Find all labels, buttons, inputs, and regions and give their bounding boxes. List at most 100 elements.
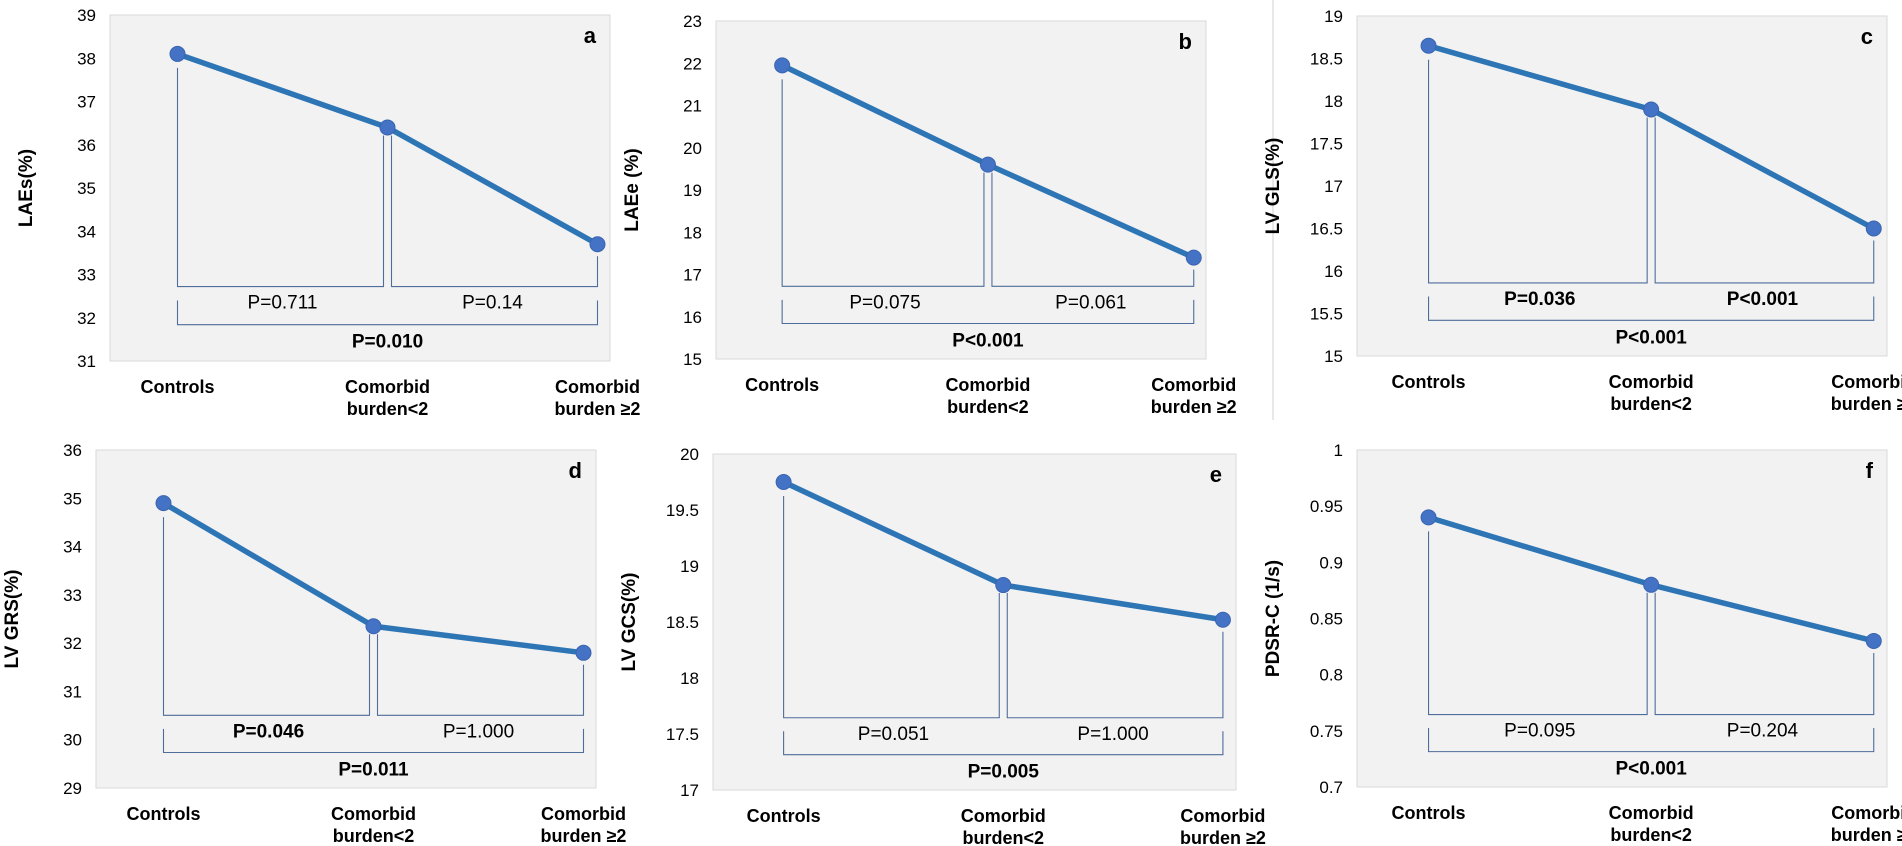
bracket-1 [1428, 59, 1648, 284]
data-point [169, 45, 186, 62]
y-tick-label: 20 [680, 445, 699, 464]
data-point [1643, 576, 1660, 593]
x-category-label: Comorbid [1609, 372, 1694, 392]
p-value-overall: P<0.001 [1615, 327, 1687, 348]
x-category-label: Comorbid [541, 804, 626, 824]
chart-panel-e: e 17 17.5 18 18.5 19 19.5 20 LV GCS(%) Controls Co… [619, 445, 1266, 846]
y-tick-label: 16 [1324, 262, 1343, 281]
panel-label: f [1866, 458, 1874, 483]
x-category-label: Controls [745, 375, 819, 395]
p-value-1: P=0.036 [1504, 289, 1575, 310]
y-tick-label: 15 [1324, 347, 1343, 366]
bracket-2 [1654, 592, 1875, 716]
bracket-1 [783, 496, 1000, 719]
data-point [775, 474, 792, 490]
x-category-label: Controls [1392, 372, 1466, 392]
bracket-overall [1428, 728, 1875, 753]
chart-panel-f: f 0.7 0.75 0.8 0.85 0.9 0.95 1 PDSR-C (1/s) Contr… [1263, 441, 1902, 845]
panel-label: a [584, 23, 597, 48]
data-point [1420, 509, 1437, 526]
y-axis-title: LV GRS(%) [2, 570, 23, 669]
y-tick-label: 38 [77, 49, 96, 68]
y-axis-title: LV GLS(%) [1263, 138, 1284, 235]
bracket-1 [176, 67, 385, 288]
y-tick-label: 36 [63, 441, 82, 460]
y-tick-label: 37 [77, 93, 96, 112]
y-axis-title: LAEs(%) [16, 149, 37, 227]
x-category-label: Controls [1392, 803, 1466, 823]
y-tick-label: 17 [683, 266, 702, 285]
x-category-label: burden ≥2 [1151, 397, 1237, 417]
y-tick-label: 36 [77, 136, 96, 155]
plot-area [712, 453, 1237, 791]
y-tick-label: 20 [683, 139, 702, 158]
y-tick-label: 18 [1324, 92, 1343, 111]
p-value-2: P=0.14 [462, 293, 523, 314]
plot-area [1356, 449, 1888, 788]
bracket-overall [162, 728, 585, 754]
p-value-overall: P=0.011 [338, 760, 409, 781]
y-tick-label: 33 [77, 266, 96, 285]
y-tick-label: 19 [680, 557, 699, 576]
y-tick-label: 0.9 [1319, 553, 1343, 572]
p-value-1: P=0.095 [1504, 721, 1575, 742]
x-category-label: Comorbid [1609, 803, 1694, 823]
x-category-label: Comorbid [345, 377, 430, 397]
x-category-label: burden ≥2 [555, 399, 641, 419]
panels: a 31 32 33 34 35 36 37 38 39 LAEs(%) Controls Comorb… [2, 6, 1902, 846]
panel-label: b [1179, 29, 1192, 54]
x-category-label: burden<2 [947, 397, 1029, 417]
p-value-1: P=0.051 [858, 724, 929, 745]
x-category-label: Comorbid [945, 375, 1030, 395]
data-point [379, 119, 396, 136]
bracket-overall [1428, 296, 1875, 321]
y-tick-label: 39 [77, 6, 96, 25]
data-point [1420, 37, 1437, 54]
y-tick-label: 15 [683, 350, 702, 369]
bracket-2 [390, 135, 599, 288]
p-value-overall: P=0.005 [968, 762, 1040, 783]
y-tick-label: 34 [77, 222, 96, 241]
y-tick-label: 19 [683, 181, 702, 200]
y-tick-label: 17 [1324, 177, 1343, 196]
y-tick-label: 0.8 [1319, 666, 1343, 685]
x-category-label: burden<2 [1610, 394, 1692, 414]
x-category-label: Comorbid [1831, 803, 1902, 823]
y-tick-label: 32 [77, 309, 96, 328]
p-value-overall: P=0.010 [352, 332, 423, 353]
y-tick-label: 18 [683, 223, 702, 242]
y-tick-label: 1 [1334, 441, 1343, 460]
p-value-1: P=0.711 [248, 293, 318, 314]
p-value-overall: P<0.001 [1615, 759, 1687, 780]
y-tick-label: 17.5 [666, 725, 699, 744]
bracket-2 [1006, 593, 1224, 719]
bracket-1 [162, 517, 371, 716]
x-category-label: burden ≥2 [1831, 825, 1902, 845]
p-value-overall: P<0.001 [952, 331, 1024, 352]
y-tick-label: 17.5 [1310, 135, 1343, 154]
x-category-label: burden ≥2 [1180, 828, 1266, 846]
y-tick-label: 31 [77, 352, 96, 371]
bracket-overall [783, 731, 1224, 756]
data-point [575, 644, 592, 661]
panel-label: d [569, 458, 582, 483]
x-category-label: burden<2 [1610, 825, 1692, 845]
p-value-1: P=0.046 [233, 721, 304, 742]
x-category-label: Controls [127, 804, 201, 824]
chart-panel-c: c 15 15.5 16 16.5 17 17.5 18 18.5 19 LV GLS(%) Cont… [1263, 7, 1902, 414]
y-tick-label: 33 [63, 586, 82, 605]
y-tick-label: 17 [680, 781, 699, 800]
panel-label: e [1210, 462, 1222, 487]
y-tick-label: 0.7 [1319, 778, 1343, 797]
y-axis-title: LAEe (%) [622, 148, 643, 231]
data-point [589, 236, 606, 253]
plot-area [109, 14, 611, 362]
y-tick-label: 23 [683, 12, 702, 31]
data-point [1185, 249, 1202, 266]
data-point [995, 577, 1012, 594]
bracket-1 [781, 79, 985, 287]
bracket-1 [1428, 531, 1648, 716]
bracket-2 [1654, 117, 1875, 284]
y-tick-label: 16 [683, 308, 702, 327]
x-category-label: burden<2 [333, 826, 415, 846]
